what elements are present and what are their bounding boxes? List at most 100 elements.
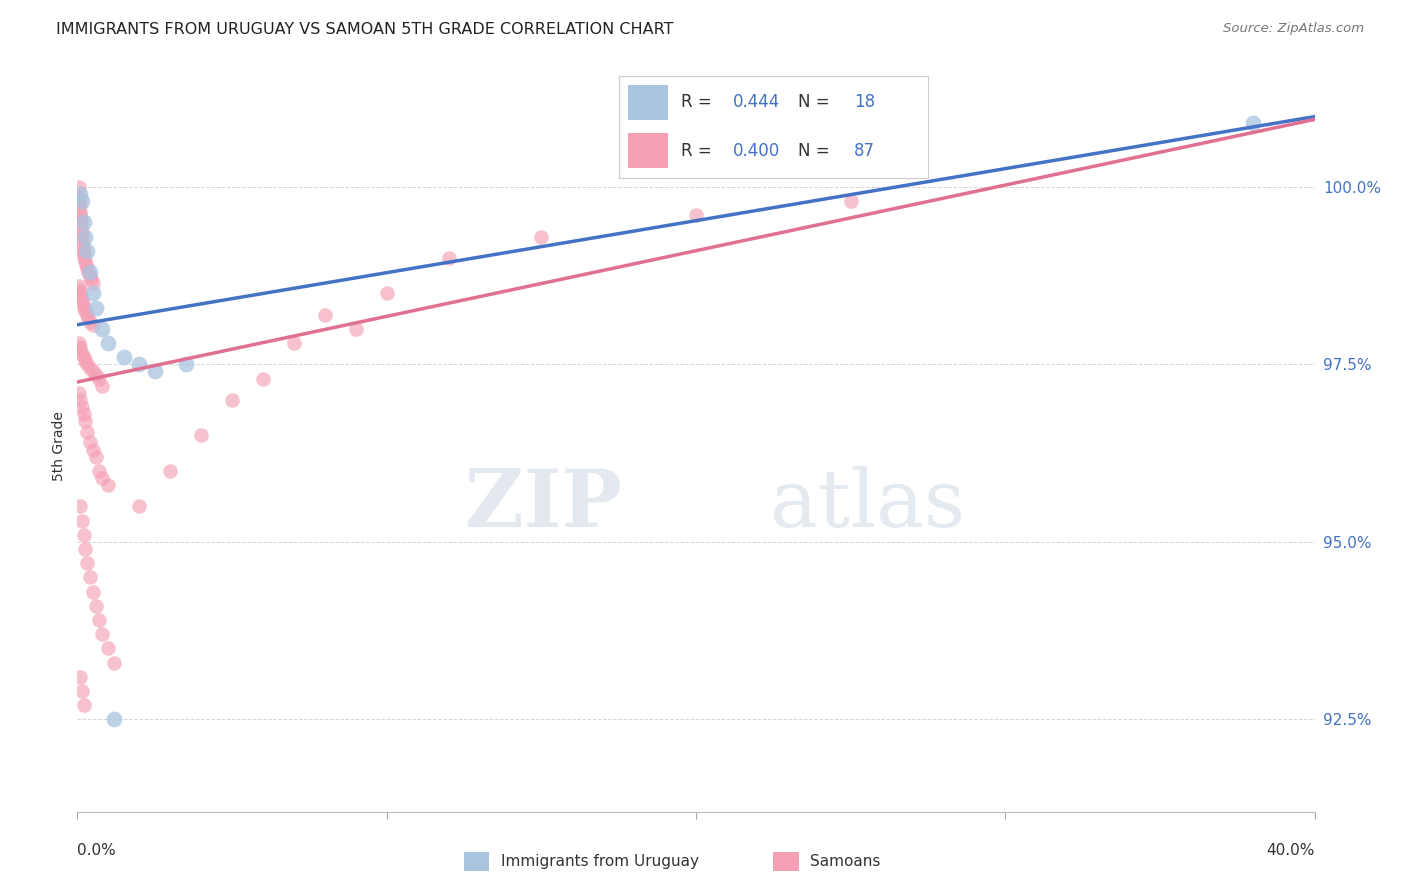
- Point: [530, 229, 553, 244]
- Point: [69, 283, 91, 297]
- Text: 0.400: 0.400: [733, 142, 780, 160]
- Text: ZIP: ZIP: [465, 466, 621, 543]
- Text: 0.0%: 0.0%: [77, 843, 117, 857]
- Point: [143, 364, 166, 378]
- Point: [75, 258, 97, 272]
- Text: 40.0%: 40.0%: [1267, 843, 1315, 857]
- Text: atlas: atlas: [770, 466, 966, 543]
- Point: [103, 713, 125, 727]
- Point: [82, 584, 104, 599]
- Point: [69, 343, 91, 358]
- Point: [76, 261, 98, 276]
- Point: [91, 627, 114, 641]
- Point: [69, 197, 91, 211]
- Point: [76, 244, 98, 258]
- Text: Samoans: Samoans: [810, 855, 880, 869]
- Point: [79, 315, 101, 329]
- Point: [314, 308, 336, 322]
- Point: [73, 251, 96, 265]
- Point: [437, 251, 460, 265]
- Point: [75, 229, 96, 244]
- Point: [82, 442, 104, 457]
- Point: [70, 290, 93, 304]
- Point: [70, 400, 93, 414]
- Point: [75, 414, 96, 428]
- Point: [174, 357, 197, 371]
- Point: [75, 304, 96, 318]
- Point: [97, 336, 120, 351]
- Point: [75, 541, 96, 556]
- Point: [72, 297, 94, 311]
- Point: [839, 194, 862, 208]
- Bar: [628, 133, 668, 168]
- Bar: [464, 852, 489, 871]
- Point: [344, 322, 367, 336]
- Text: R =: R =: [681, 142, 717, 160]
- Point: [69, 670, 91, 684]
- Point: [128, 500, 150, 514]
- Point: [76, 357, 98, 371]
- Point: [128, 357, 150, 371]
- Point: [67, 336, 90, 351]
- Point: [91, 378, 114, 392]
- Text: 0.444: 0.444: [733, 94, 780, 112]
- Point: [80, 272, 103, 286]
- Point: [70, 514, 93, 528]
- Point: [75, 254, 96, 268]
- Point: [67, 279, 90, 293]
- Point: [79, 268, 101, 283]
- Point: [70, 293, 93, 308]
- Point: [69, 211, 91, 226]
- Point: [112, 350, 135, 364]
- Point: [82, 286, 104, 301]
- Text: N =: N =: [799, 142, 835, 160]
- Point: [69, 208, 91, 222]
- Point: [103, 656, 125, 670]
- Point: [70, 347, 93, 361]
- Point: [84, 301, 107, 315]
- Point: [76, 425, 98, 439]
- Point: [82, 276, 104, 290]
- Point: [79, 360, 101, 375]
- Point: [159, 464, 181, 478]
- Bar: [773, 852, 799, 871]
- Text: N =: N =: [799, 94, 835, 112]
- Point: [69, 204, 91, 219]
- Point: [77, 311, 100, 326]
- Point: [72, 528, 94, 542]
- Point: [76, 308, 98, 322]
- Point: [87, 464, 110, 478]
- Point: [72, 244, 94, 258]
- Point: [67, 190, 90, 204]
- Point: [97, 478, 120, 492]
- Point: [72, 301, 94, 315]
- Point: [375, 286, 398, 301]
- Point: [91, 322, 114, 336]
- Point: [75, 353, 96, 368]
- Point: [79, 435, 101, 450]
- Point: [69, 392, 91, 407]
- Point: [72, 407, 94, 421]
- Text: 87: 87: [853, 142, 875, 160]
- Point: [97, 641, 120, 656]
- Point: [69, 340, 91, 354]
- Point: [79, 265, 101, 279]
- Point: [69, 500, 91, 514]
- Text: Immigrants from Uruguay: Immigrants from Uruguay: [501, 855, 699, 869]
- Point: [252, 371, 274, 385]
- Bar: [628, 85, 668, 120]
- Text: IMMIGRANTS FROM URUGUAY VS SAMOAN 5TH GRADE CORRELATION CHART: IMMIGRANTS FROM URUGUAY VS SAMOAN 5TH GR…: [56, 22, 673, 37]
- Point: [1241, 116, 1264, 130]
- Point: [685, 208, 707, 222]
- Point: [69, 186, 91, 201]
- Point: [67, 385, 90, 400]
- Point: [283, 336, 305, 351]
- Point: [87, 613, 110, 627]
- Point: [69, 194, 91, 208]
- Point: [67, 179, 90, 194]
- Y-axis label: 5th Grade: 5th Grade: [52, 411, 66, 481]
- Point: [839, 159, 862, 173]
- Point: [70, 215, 93, 229]
- Point: [70, 222, 93, 236]
- Point: [69, 286, 91, 301]
